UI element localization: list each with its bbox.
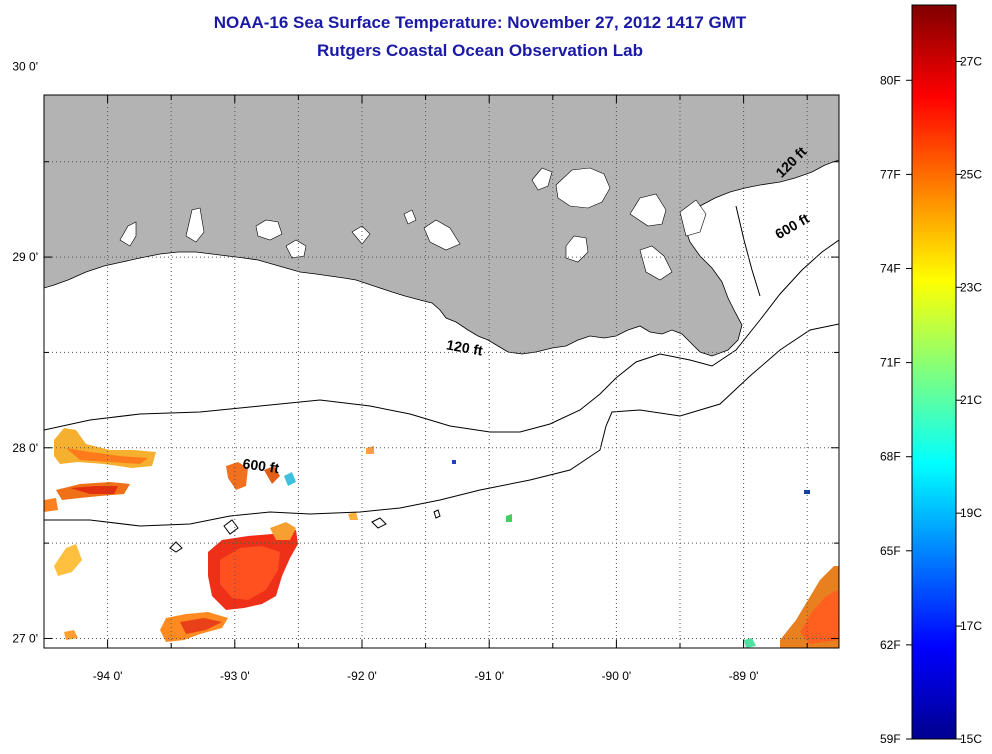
lon-tick-label: -91 0' [474,669,504,683]
contour-label: 120 ft [445,336,484,358]
lon-tick-label: -89 0' [729,669,759,683]
inland-water [119,167,707,281]
cb-label-f: 77F [880,167,901,181]
cb-label-f: 65F [880,544,901,558]
cb-label-f: 80F [880,73,901,87]
colorbar [911,4,957,740]
cb-label-f: 74F [880,261,901,275]
cb-label-c: 25C [960,167,982,181]
longitude-labels: -94 0' -93 0' -92 0' -91 0' -90 0' -89 0' [93,669,759,683]
cb-label-f: 59F [880,732,901,746]
cb-label-c: 17C [960,619,982,633]
lon-tick-label: -92 0' [347,669,377,683]
lon-tick-label: -93 0' [220,669,250,683]
lon-tick-label: -94 0' [93,669,123,683]
colorbar-labels: 80F 77F 74F 71F 68F 65F 62F 59F 27C 25C 23C 21C 19C 1… [880,54,982,746]
frame-ticks [43,95,839,648]
graticule [44,95,839,648]
cb-label-f: 62F [880,638,901,652]
map-frame [43,94,840,649]
contour-label: 600 ft [242,455,281,476]
lon-tick-label: -90 0' [602,669,632,683]
cb-label-f: 68F [880,450,901,464]
bathymetry-contours [44,205,839,553]
latitude-labels: 30 0' 29 0' 28 0' 27 0' [12,59,38,645]
lat-tick-label: 29 0' [12,250,38,264]
cb-label-c: 27C [960,54,982,68]
cb-label-c: 21C [960,393,982,407]
lat-tick-label: 27 0' [12,631,38,645]
cb-label-f: 71F [880,356,901,370]
map-title: NOAA-16 Sea Surface Temperature: Novembe… [213,13,747,32]
lat-tick-label: 28 0' [12,441,38,455]
cb-label-c: 23C [960,280,982,294]
cb-label-c: 15C [960,732,982,746]
lat-tick-label: 30 0' [12,59,38,73]
map-subtitle: Rutgers Coastal Ocean Observation Lab [317,41,643,60]
cb-label-c: 19C [960,506,982,520]
